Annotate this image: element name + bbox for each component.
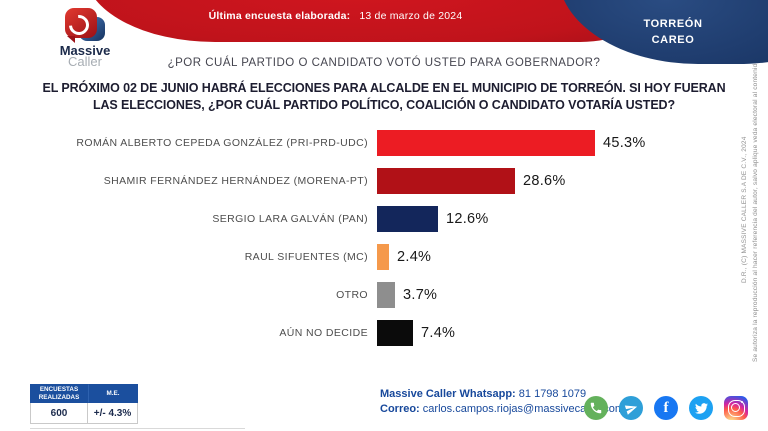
massive-caller-logo-icon bbox=[61, 8, 109, 43]
bar bbox=[377, 206, 438, 232]
instagram-icon[interactable] bbox=[724, 396, 748, 420]
mayor-question-intro: EL PRÓXIMO 02 DE JUNIO HABRÁ ELECCIONES … bbox=[42, 81, 726, 112]
facebook-f-glyph: f bbox=[663, 399, 669, 416]
logo-text-massive: Massive bbox=[59, 43, 111, 58]
bar-value-label: 45.3% bbox=[603, 135, 646, 151]
chart-row: SERGIO LARA GALVÁN (PAN) 12.6% bbox=[40, 200, 740, 238]
instagram-flash-dot bbox=[740, 401, 743, 404]
email-label: Correo: bbox=[380, 402, 420, 415]
email-address: carlos.campos.riojas@massivecaller.com bbox=[422, 402, 625, 415]
bar-value-label: 3.7% bbox=[403, 287, 438, 303]
instagram-frame bbox=[727, 399, 745, 417]
bar bbox=[377, 244, 389, 270]
bar bbox=[377, 282, 395, 308]
contact-block: Massive Caller Whatsapp: 81 1798 1079 Co… bbox=[380, 387, 624, 416]
email-line: Correo: carlos.campos.riojas@massivecall… bbox=[380, 402, 624, 417]
twitter-icon[interactable] bbox=[689, 396, 713, 420]
social-icons: f bbox=[584, 396, 748, 420]
stats-header-surveys: ENCUESTAS REALIZADAS bbox=[30, 384, 88, 403]
copyright-vertical-text: D.R., (C) MASSIVE CALLER S.A DE C.V., 20… bbox=[741, 136, 748, 284]
mayor-question-bold: ¿POR CUÁL PARTIDO POLÍTICO, COALICIÓN O … bbox=[208, 98, 676, 112]
badge-mode: CAREO bbox=[651, 34, 695, 46]
bar bbox=[377, 320, 413, 346]
stats-value-surveys: 600 bbox=[30, 403, 88, 424]
mayor-question: EL PRÓXIMO 02 DE JUNIO HABRÁ ELECCIONES … bbox=[34, 80, 734, 114]
logo-text-caller: Caller bbox=[68, 54, 102, 69]
telegram-icon[interactable] bbox=[619, 396, 643, 420]
facebook-icon[interactable]: f bbox=[654, 396, 678, 420]
chart-row: AÚN NO DECIDE 7.4% bbox=[40, 314, 740, 352]
whatsapp-number: 81 1798 1079 bbox=[518, 388, 587, 400]
bar-value-label: 12.6% bbox=[446, 211, 489, 227]
candidate-label: AÚN NO DECIDE bbox=[279, 327, 368, 339]
bar-value-label: 2.4% bbox=[397, 249, 432, 265]
stats-header-me: M.E. bbox=[88, 384, 138, 403]
candidate-label: OTRO bbox=[336, 289, 368, 301]
chart-row: RAUL SIFUENTES (MC) 2.4% bbox=[40, 238, 740, 276]
bar bbox=[377, 130, 595, 156]
candidate-label: SERGIO LARA GALVÁN (PAN) bbox=[212, 213, 368, 225]
bar-value-label: 28.6% bbox=[523, 173, 566, 189]
bar bbox=[377, 168, 515, 194]
candidate-label: SHAMIR FERNÁNDEZ HERNÁNDEZ (MORENA-PT) bbox=[103, 175, 368, 187]
chart-row: SHAMIR FERNÁNDEZ HERNÁNDEZ (MORENA-PT) 2… bbox=[40, 162, 740, 200]
instagram-lens bbox=[730, 402, 740, 412]
whatsapp-icon[interactable] bbox=[584, 396, 608, 420]
whatsapp-label: Massive Caller Whatsapp: bbox=[380, 388, 516, 400]
last-survey-date: 13 de marzo de 2024 bbox=[359, 10, 463, 22]
chart-row: OTRO 3.7% bbox=[40, 276, 740, 314]
footer-divider bbox=[30, 428, 245, 429]
bar-value-label: 7.4% bbox=[421, 325, 456, 341]
candidate-label: RAUL SIFUENTES (MC) bbox=[244, 251, 368, 263]
bar-chart: ROMÁN ALBERTO CEPEDA GONZÁLEZ (PRI-PRD-U… bbox=[40, 124, 740, 352]
governor-question: ¿POR CUÁL PARTIDO O CANDIDATO VOTÓ USTED… bbox=[167, 57, 601, 69]
sample-stats-table: ENCUESTAS REALIZADAS M.E. 600 +/- 4.3% bbox=[30, 384, 138, 424]
last-survey-label: Última encuesta elaborada: bbox=[208, 10, 351, 22]
chart-row: ROMÁN ALBERTO CEPEDA GONZÁLEZ (PRI-PRD-U… bbox=[40, 124, 740, 162]
whatsapp-line: Massive Caller Whatsapp: 81 1798 1079 bbox=[380, 387, 624, 402]
massive-caller-logo: Massive Caller bbox=[40, 8, 130, 69]
logo-red-bubble bbox=[65, 8, 97, 43]
badge-city: TORREÓN bbox=[643, 18, 703, 30]
header-date-banner: Última encuesta elaborada: 13 de marzo de… bbox=[85, 0, 650, 42]
stats-value-me: +/- 4.3% bbox=[88, 403, 138, 424]
candidate-label: ROMÁN ALBERTO CEPEDA GONZÁLEZ (PRI-PRD-U… bbox=[76, 137, 368, 149]
last-survey-text: Última encuesta elaborada: 13 de marzo de… bbox=[209, 10, 463, 22]
reproduction-notice-vertical-text: Se autoriza la reproducción al hacer ref… bbox=[752, 57, 759, 363]
